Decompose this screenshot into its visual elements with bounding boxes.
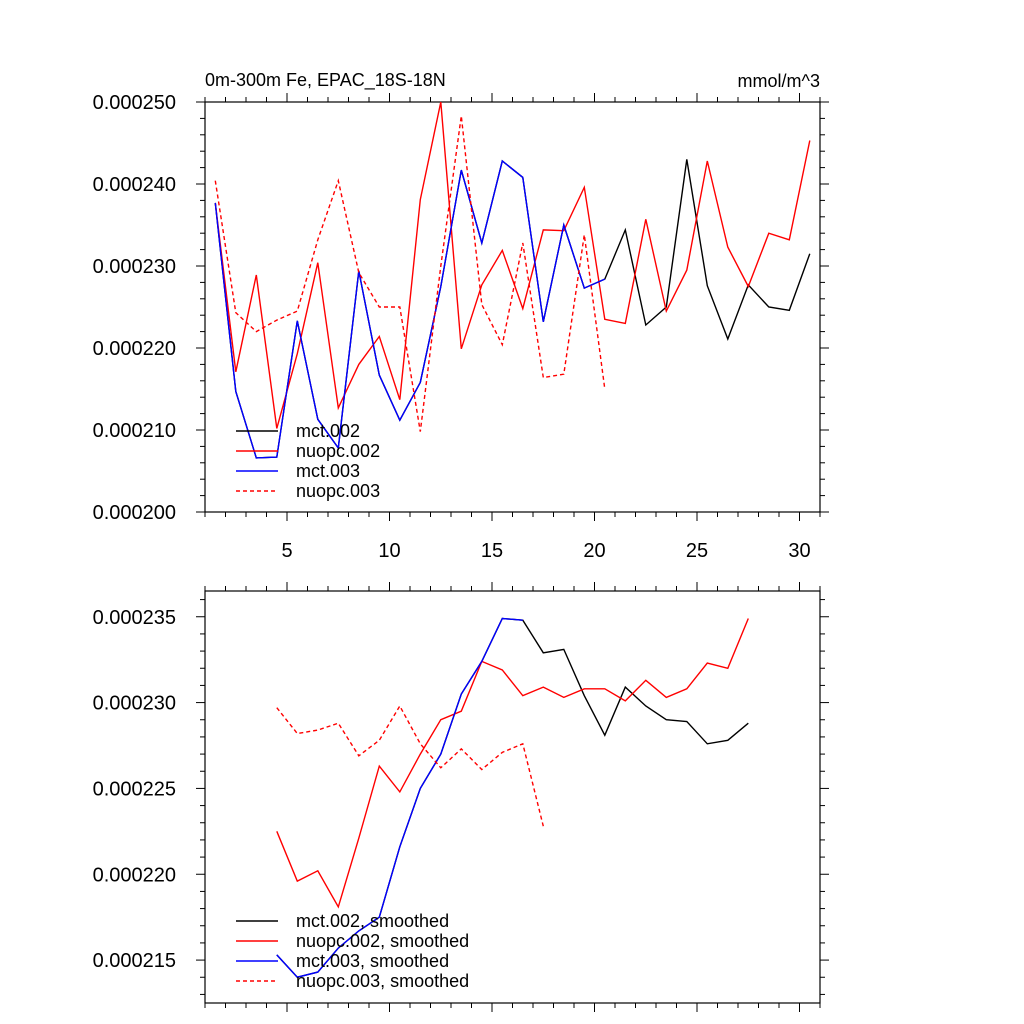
panel1-series-nuopc-003-line <box>214 115 606 432</box>
panel1-y-tick-label: 0.000230 <box>93 256 176 278</box>
panel1-legend-label: mct.002 <box>296 421 360 441</box>
panel2-y-tick-label: 0.000230 <box>93 693 176 715</box>
chart-title: 0m-300m Fe, EPAC_18S-18N <box>205 70 446 91</box>
panel1-legend-label: nuopc.002 <box>296 441 380 461</box>
panel2-legend-label: mct.002, smoothed <box>296 911 449 931</box>
panel2-y-tick-label: 0.000220 <box>93 864 176 886</box>
panel1-series-mct-003-line <box>214 159 606 459</box>
panel1-y-tick-label: 0.000200 <box>93 502 176 524</box>
panel2-series-nuopc-003-smoothed-line <box>276 704 544 827</box>
panel1-y-tick-label: 0.000210 <box>93 420 176 442</box>
panel2-series-nuopc-002-smoothed-line <box>276 618 749 909</box>
panel2-legend-label: nuopc.003, smoothed <box>296 971 469 991</box>
panel2-legend-label: nuopc.002, smoothed <box>296 931 469 951</box>
panel1-y-tick-label: 0.000220 <box>93 338 176 360</box>
panel1-x-tick-label: 25 <box>686 540 708 562</box>
panel1-series-nuopc-002-line <box>214 101 811 429</box>
panel1-y-tick-label: 0.000250 <box>93 92 176 114</box>
units-label: mmol/m^3 <box>738 71 820 91</box>
panel2-y-tick-label: 0.000225 <box>93 778 176 800</box>
panel1-series-mct-002-line <box>214 159 811 459</box>
panel1-x-tick-label: 10 <box>378 540 400 562</box>
panel1-legend-label: nuopc.003 <box>296 481 380 501</box>
panel1-x-tick-label: 15 <box>481 540 503 562</box>
panel1-y-tick-label: 0.000240 <box>93 174 176 196</box>
panel1-x-tick-label: 20 <box>583 540 605 562</box>
panel2-legend-label: mct.003, smoothed <box>296 951 449 971</box>
panel2-y-tick-label: 0.000215 <box>93 950 176 972</box>
panel2-y-tick-label: 0.000235 <box>93 607 176 629</box>
panel1-x-tick-label: 5 <box>281 540 292 562</box>
panel2-series-mct-003-smoothed-line <box>276 617 523 978</box>
panel1-x-tick-label: 30 <box>788 540 810 562</box>
panel1-legend-label: mct.003 <box>296 461 360 481</box>
